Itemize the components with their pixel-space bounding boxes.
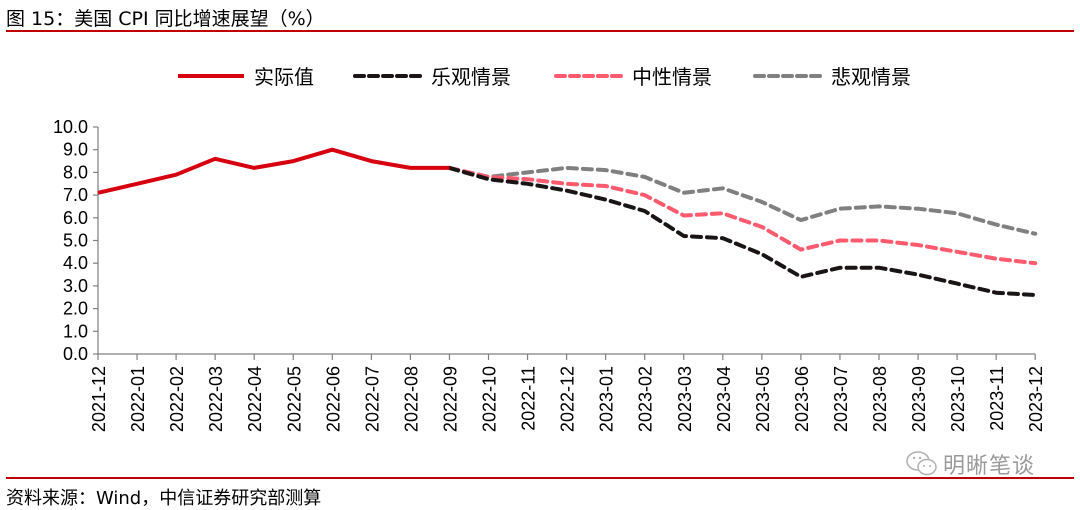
series-lines <box>97 147 1038 297</box>
series-line-1 <box>447 165 1038 297</box>
y-tick-label: 3.0 <box>63 276 88 296</box>
cpi-line-chart: 实际值 乐观情景 中性情景 悲观情景 0.0 1.02.0 3.0 4.05.0 6.0 7.0… <box>53 65 1046 432</box>
y-tick-label: 5.0 <box>63 231 88 251</box>
legend-item-0: 实际值 <box>178 65 314 89</box>
legend-label: 乐观情景 <box>431 65 511 89</box>
wechat-icon <box>906 451 937 476</box>
series-line-2 <box>447 165 1038 266</box>
x-tick-label: 2023-03 <box>675 366 695 432</box>
legend-label: 中性情景 <box>632 65 712 89</box>
x-tick-label: 2023-08 <box>870 366 890 432</box>
legend: 实际值 乐观情景 中性情景 悲观情景 <box>178 65 911 89</box>
x-tick-label: 2023-06 <box>792 366 812 432</box>
series-line-0 <box>97 147 450 195</box>
y-tick-label: 8.0 <box>63 162 88 182</box>
series-line-3 <box>447 165 1038 236</box>
x-tick-label: 2023-09 <box>909 366 929 432</box>
y-axis: 0.0 1.02.0 3.0 4.05.0 6.0 7.0 8.09.0 10.0 <box>53 117 99 364</box>
x-tick-label: 2023-12 <box>1026 366 1046 432</box>
x-tick-label: 2022-01 <box>128 366 148 432</box>
x-tick-label: 2022-09 <box>440 366 460 432</box>
x-tick-label: 2023-04 <box>714 366 734 432</box>
x-tick-label: 2022-02 <box>167 366 187 432</box>
legend-label: 实际值 <box>254 65 314 89</box>
legend-item-1: 乐观情景 <box>353 65 511 89</box>
legend-item-3: 悲观情景 <box>753 65 911 89</box>
legend-label: 悲观情景 <box>831 65 911 89</box>
x-tick-label: 2022-10 <box>480 366 500 432</box>
x-tick-label: 2021-12 <box>89 366 109 432</box>
x-tick-label: 2023-02 <box>636 366 656 432</box>
x-tick-label: 2022-08 <box>401 366 421 432</box>
y-tick-label: 7.0 <box>63 185 88 205</box>
x-tick-label: 2023-07 <box>831 366 851 432</box>
x-tick-label: 2022-06 <box>323 366 343 432</box>
y-tick-label: 0.0 <box>63 344 88 364</box>
watermark-text: 明晰笔谈 <box>943 454 1036 479</box>
x-tick-label: 2022-03 <box>206 366 226 432</box>
y-tick-label: 6.0 <box>63 208 88 228</box>
top-divider <box>6 30 1074 32</box>
y-tick-label: 2.0 <box>63 299 88 319</box>
x-tick-label: 2023-05 <box>753 366 773 432</box>
x-tick-label: 2023-11 <box>987 366 1007 431</box>
y-tick-label: 10.0 <box>53 117 88 137</box>
x-axis: 2021-12 2022-01 2022-02 2022-03 2022-04 2022-… <box>89 353 1046 432</box>
figure-title: 图 15：美国 CPI 同比增速展望（%） <box>6 8 325 30</box>
source-note: 资料来源：Wind，中信证券研究部测算 <box>6 488 322 509</box>
x-tick-label: 2022-11 <box>519 366 539 431</box>
x-tick-label: 2022-07 <box>362 366 382 432</box>
x-tick-label: 2023-10 <box>948 366 968 432</box>
x-tick-label: 2022-12 <box>558 366 578 432</box>
bottom-divider <box>6 477 1074 479</box>
y-tick-label: 1.0 <box>63 321 88 341</box>
x-tick-label: 2023-01 <box>597 366 617 432</box>
legend-item-2: 中性情景 <box>554 65 712 89</box>
x-tick-label: 2022-05 <box>284 366 304 432</box>
y-tick-label: 9.0 <box>63 140 88 160</box>
watermark: 明晰笔谈 <box>905 448 1035 480</box>
y-tick-label: 4.0 <box>63 253 88 273</box>
x-tick-label: 2022-04 <box>245 366 265 432</box>
